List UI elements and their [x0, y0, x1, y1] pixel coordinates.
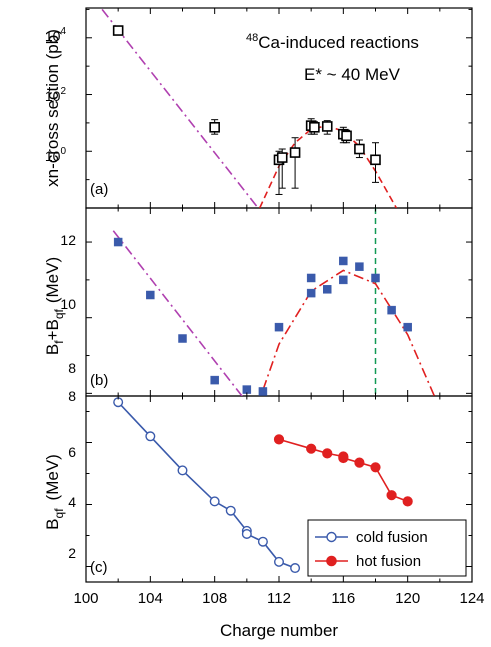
panel-b-y-tick-label-10: 10 [60, 296, 76, 312]
panel-c-data-point-0-3 [209, 496, 220, 507]
panel-b-y-tick-label-12: 12 [60, 232, 76, 248]
panel-c-data-point-1-8 [402, 496, 413, 507]
panel-b-data-point-0-16 [387, 305, 396, 315]
x-tick-label-100: 100 [73, 590, 98, 607]
axis-ticks [85, 8, 473, 582]
panel-c-data-point-1-7 [386, 490, 397, 501]
panel-c-data-point-0-9 [290, 563, 301, 574]
panel-a-data-point-0-6 [309, 121, 320, 133]
panel-b-data-point-0-10 [306, 273, 316, 283]
panel-c-label: (c) [90, 559, 108, 576]
panel-b-ylabel: Bf+Bqf(MeV) [43, 257, 66, 355]
x-tick-label-112: 112 [267, 590, 291, 607]
panel-b-data-point-0-3 [210, 375, 219, 385]
legend-label-hot-fusion: hot fusion [356, 553, 421, 570]
panel-b-data-point-0-12 [339, 256, 348, 266]
panel-b-data-point-0-11 [323, 285, 332, 294]
panel-b-data-point-0-2 [178, 334, 187, 343]
reaction-annotation: 48Ca-induced reactions [246, 32, 419, 52]
panel-a-data-point-0-1 [209, 121, 220, 133]
panel-b-data-point-0-8 [274, 322, 284, 332]
x-tick-label-116: 116 [331, 590, 355, 607]
panel-b-data-point-0-4 [227, 403, 235, 411]
panel-a-data-point-0-10 [354, 143, 365, 155]
panel-b-fit-curve-2 [260, 269, 436, 396]
panel-a-ylabel: xn-cross section (pb) [43, 29, 62, 187]
panel-b-marks [112, 208, 436, 411]
panel-a-fit-curve-1 [101, 8, 259, 208]
panel-c-series-line-0 [117, 401, 296, 569]
panel-c-y-tick-label-6: 6 [68, 444, 76, 460]
panel-c-data-point-1-1 [306, 443, 317, 454]
panel-b-data-point-0-0 [113, 237, 123, 247]
panel-b-frame [85, 207, 473, 397]
x-tick-label-120: 120 [395, 590, 420, 607]
panel-a-data-point-0-3 [276, 152, 288, 163]
panel-c-data-point-0-6 [241, 528, 252, 539]
panel-b-y-tick-label-8: 8 [68, 360, 76, 376]
panel-b-data-point-0-6 [242, 385, 252, 394]
x-axis-label: Charge number [220, 621, 338, 640]
panel-a-data-point-0-11 [370, 154, 381, 166]
panel-b-data-point-0-15 [371, 273, 380, 283]
panel-b-data-point-0-17 [403, 322, 412, 332]
panel-c-data-point-1-4 [338, 452, 349, 464]
x-tick-label-108: 108 [202, 590, 227, 607]
panel-a-data-point-0-9 [341, 130, 352, 142]
panel-c-data-point-1-6 [370, 462, 381, 473]
panel-a-data-point-0-7 [321, 121, 333, 132]
panel-b-data-point-0-1 [146, 290, 155, 300]
panel-b-data-point-0-5 [243, 403, 251, 411]
panel-b-data-point-0-14 [355, 262, 364, 271]
panel-c-data-point-0-8 [274, 556, 285, 567]
legend-marker-cold-fusion [326, 531, 337, 543]
panel-c-data-point-1-5 [354, 457, 365, 468]
legend: cold fusion hot fusion [307, 519, 467, 577]
panel-a-y-tick-label-10-2: 102 [45, 86, 67, 104]
panel-a-marks [101, 8, 398, 208]
panel-a-label: (a) [90, 181, 108, 198]
legend-box [307, 519, 467, 577]
panel-c-data-point-0-4 [225, 505, 236, 516]
panel-a-y-tick-label-10-0: 100 [45, 146, 67, 164]
panel-c-marks [113, 397, 413, 574]
panel-c-ylabel: Bqf(MeV) [43, 454, 66, 530]
panel-a-data-point-0-4 [289, 147, 301, 158]
panel-b-fit-curve-1 [112, 230, 243, 396]
legend-label-cold-fusion: cold fusion [356, 529, 428, 546]
panel-b-data-point-0-7 [258, 387, 268, 396]
panel-a-y-tick-label-10-4: 104 [45, 26, 67, 44]
panel-c-y-tick-label-8: 8 [68, 388, 76, 404]
energy-annotation: E* ~ 40 MeV [304, 65, 401, 84]
panel-c-data-point-1-2 [322, 448, 333, 459]
panel-b-data-point-0-9 [306, 288, 316, 298]
panel-c-data-point-0-2 [177, 465, 188, 476]
panel-c-y-tick-label-2: 2 [68, 545, 76, 561]
panel-c-data-point-0-7 [257, 536, 268, 547]
panel-b-data-point-0-13 [339, 275, 348, 285]
panel-b-label: (b) [90, 372, 108, 389]
panel-c-y-tick-label-4: 4 [68, 494, 76, 510]
legend-marker-hot-fusion [326, 555, 337, 567]
panel-c-data-point-0-1 [145, 431, 156, 442]
panel-c-data-point-1-0 [273, 434, 285, 445]
x-tick-label-104: 104 [138, 590, 163, 607]
panel-a-data-point-0-0 [112, 25, 124, 36]
x-tick-label-124: 124 [459, 590, 484, 607]
